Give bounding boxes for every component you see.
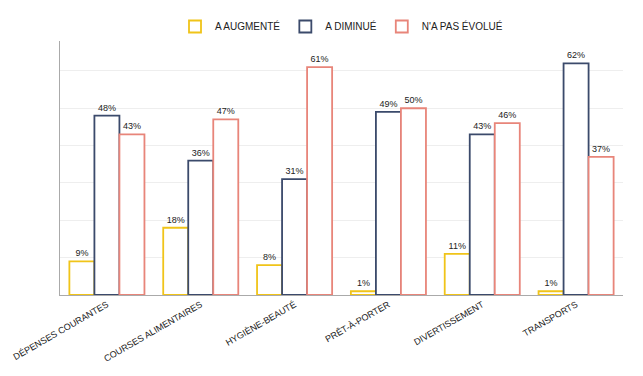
svg-text:8%: 8% — [263, 252, 276, 262]
svg-text:61%: 61% — [311, 54, 329, 64]
svg-text:DIVERTISSEMENT: DIVERTISSEMENT — [412, 299, 486, 347]
svg-text:43%: 43% — [473, 121, 491, 131]
svg-text:DÉPENSES COURANTES: DÉPENSES COURANTES — [12, 299, 111, 362]
svg-text:36%: 36% — [192, 148, 210, 158]
svg-text:COURSES ALIMENTAIRES: COURSES ALIMENTAIRES — [102, 299, 204, 364]
svg-text:A AUGMENTÉ: A AUGMENTÉ — [215, 20, 280, 32]
svg-text:18%: 18% — [167, 215, 185, 225]
svg-text:A DIMINUÉ: A DIMINUÉ — [325, 20, 376, 32]
svg-text:HYGIÈNE-BEAUTÉ: HYGIÈNE-BEAUTÉ — [224, 299, 298, 347]
svg-text:50%: 50% — [404, 95, 422, 105]
svg-text:31%: 31% — [286, 166, 304, 176]
svg-text:48%: 48% — [98, 103, 116, 113]
svg-text:37%: 37% — [592, 144, 610, 154]
svg-text:43%: 43% — [123, 121, 141, 131]
svg-text:9%: 9% — [75, 248, 88, 258]
svg-text:49%: 49% — [379, 99, 397, 109]
svg-text:11%: 11% — [449, 241, 466, 251]
svg-text:1%: 1% — [357, 278, 370, 288]
svg-text:47%: 47% — [217, 106, 235, 116]
svg-text:62%: 62% — [567, 50, 585, 60]
svg-text:N'A PAS ÉVOLUÉ: N'A PAS ÉVOLUÉ — [422, 20, 503, 32]
svg-text:TRANSPORTS: TRANSPORTS — [521, 299, 579, 338]
svg-text:PRÊT-À-PORTER: PRÊT-À-PORTER — [324, 299, 393, 344]
svg-text:46%: 46% — [498, 110, 516, 120]
svg-text:1%: 1% — [545, 278, 558, 288]
